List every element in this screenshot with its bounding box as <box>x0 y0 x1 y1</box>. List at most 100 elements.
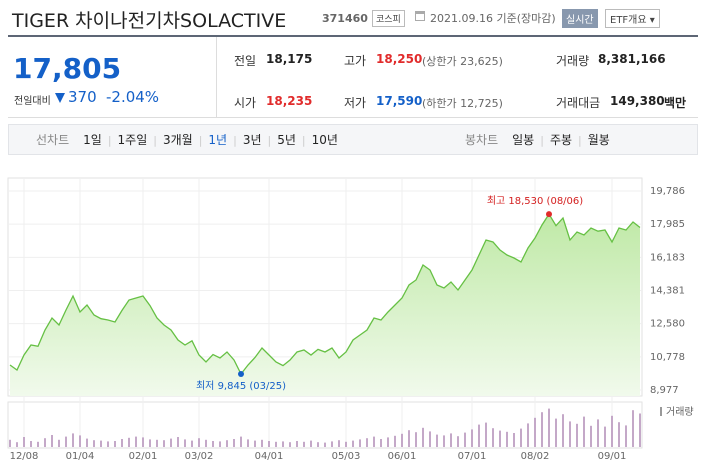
tab-separator: | <box>267 134 272 147</box>
quote-divider <box>216 37 217 118</box>
y-tick-label: 12,580 <box>650 319 685 330</box>
volume-bar <box>590 425 592 447</box>
volume-bar <box>163 440 165 447</box>
change-label: 전일대비 <box>14 96 51 107</box>
volume-bar <box>464 432 466 447</box>
stat-label: 고가 <box>344 54 367 68</box>
volume-bar <box>240 436 242 447</box>
volume-bar <box>478 424 480 447</box>
stat-note: (하한가 12,725) <box>422 97 503 110</box>
volume-bar <box>93 440 95 447</box>
tab-separator: | <box>301 134 306 147</box>
x-tick-label: 01/04 <box>66 451 95 462</box>
tab[interactable]: 1일 <box>83 133 102 147</box>
volume-bar <box>352 440 354 447</box>
x-tick-label: 02/01 <box>129 451 158 462</box>
volume-bar <box>338 440 340 447</box>
calendar-icon <box>415 11 425 21</box>
volume-bar <box>513 433 515 447</box>
tab[interactable]: 월봉 <box>587 133 610 147</box>
volume-bar <box>261 439 263 447</box>
realtime-button[interactable]: 실시간 <box>562 9 598 28</box>
volume-bar <box>625 425 627 447</box>
etf-overview-button[interactable]: ETF개요 ▾ <box>605 9 660 28</box>
volume-bar <box>86 438 88 447</box>
x-tick-label: 04/01 <box>255 451 284 462</box>
volume-bar <box>135 436 137 447</box>
market-badge: 코스피 <box>372 10 405 27</box>
tab[interactable]: 3년 <box>242 133 262 147</box>
tab[interactable]: 5년 <box>277 133 296 147</box>
volume-bar <box>23 437 25 447</box>
stat-value: 18,235 <box>266 94 313 108</box>
volume-bar <box>268 441 270 447</box>
tab[interactable]: 1주일 <box>117 133 148 147</box>
volume-bar <box>289 442 291 447</box>
volume-bar <box>37 441 39 447</box>
stat-label: 거래대금 <box>556 96 601 110</box>
fund-title: TIGER 차이나전기차SOLACTIVE <box>12 10 287 32</box>
volume-bar <box>380 439 382 447</box>
y-tick-label: 19,786 <box>650 186 685 197</box>
volume-bar <box>583 416 585 447</box>
change-amount: 370 <box>68 88 97 106</box>
volume-bar <box>492 428 494 447</box>
tab[interactable]: 3개월 <box>162 133 193 147</box>
tab[interactable]: 1년 <box>208 133 228 147</box>
volume-bar <box>569 421 571 447</box>
volume-bar <box>408 430 410 447</box>
x-tick-label: 09/01 <box>598 451 627 462</box>
volume-bar <box>184 439 186 447</box>
volume-bar <box>506 431 508 447</box>
tab[interactable]: 주봉 <box>549 133 573 147</box>
volume-bar <box>443 435 445 447</box>
tab-separator: | <box>107 134 112 147</box>
tab[interactable]: 10년 <box>311 133 338 147</box>
tab-group-label: 선차트 <box>36 133 70 147</box>
volume-bar <box>233 439 235 447</box>
low-label: 최저 9,845 (03/25) <box>196 380 286 392</box>
volume-bar <box>359 439 361 447</box>
volume-bar <box>366 438 368 447</box>
stat-note: (상한가 23,625) <box>422 55 503 68</box>
tab-bar <box>8 124 698 155</box>
volume-bar <box>639 413 641 447</box>
volume-bar <box>429 431 431 447</box>
volume-bar <box>247 439 249 447</box>
volume-bar <box>142 437 144 447</box>
volume-bar <box>527 423 529 447</box>
volume-bar <box>373 436 375 447</box>
high-label: 최고 18,530 (08/06) <box>487 195 583 207</box>
tab-separator: | <box>540 134 544 147</box>
volume-legend-icon <box>660 407 662 416</box>
y-tick-label: 8,977 <box>650 385 679 396</box>
volume-bar <box>548 408 550 447</box>
volume-bar <box>226 440 228 447</box>
x-tick-label: 06/01 <box>388 451 417 462</box>
y-tick-label: 16,183 <box>650 252 685 263</box>
x-tick-label: 07/01 <box>458 451 487 462</box>
volume-bar <box>30 441 32 447</box>
stat-value: 149,380 <box>610 94 665 108</box>
y-tick-label: 10,778 <box>650 352 685 363</box>
stat-value: 17,590 <box>376 94 423 108</box>
volume-bar <box>9 439 11 447</box>
volume-bar <box>219 441 221 447</box>
x-tick-label: 05/03 <box>332 451 361 462</box>
x-tick-label: 08/02 <box>521 451 550 462</box>
candle-tabs: 봉차트 일봉 | 주봉 | 월봉 <box>465 131 610 148</box>
tab-group-label: 봉차트 <box>465 133 499 147</box>
volume-bar <box>562 414 564 447</box>
etf-overview-text: ETF개요 <box>610 15 647 26</box>
volume-bar <box>331 441 333 447</box>
volume-bar <box>198 438 200 447</box>
quote-box <box>8 35 698 118</box>
low-marker <box>238 371 244 378</box>
volume-bar <box>44 438 46 447</box>
volume-bar <box>254 440 256 447</box>
tab[interactable]: 일봉 <box>512 133 535 147</box>
volume-bar <box>576 423 578 447</box>
stat-label: 저가 <box>344 96 367 110</box>
volume-bar <box>282 441 284 447</box>
volume-bar <box>632 410 634 447</box>
